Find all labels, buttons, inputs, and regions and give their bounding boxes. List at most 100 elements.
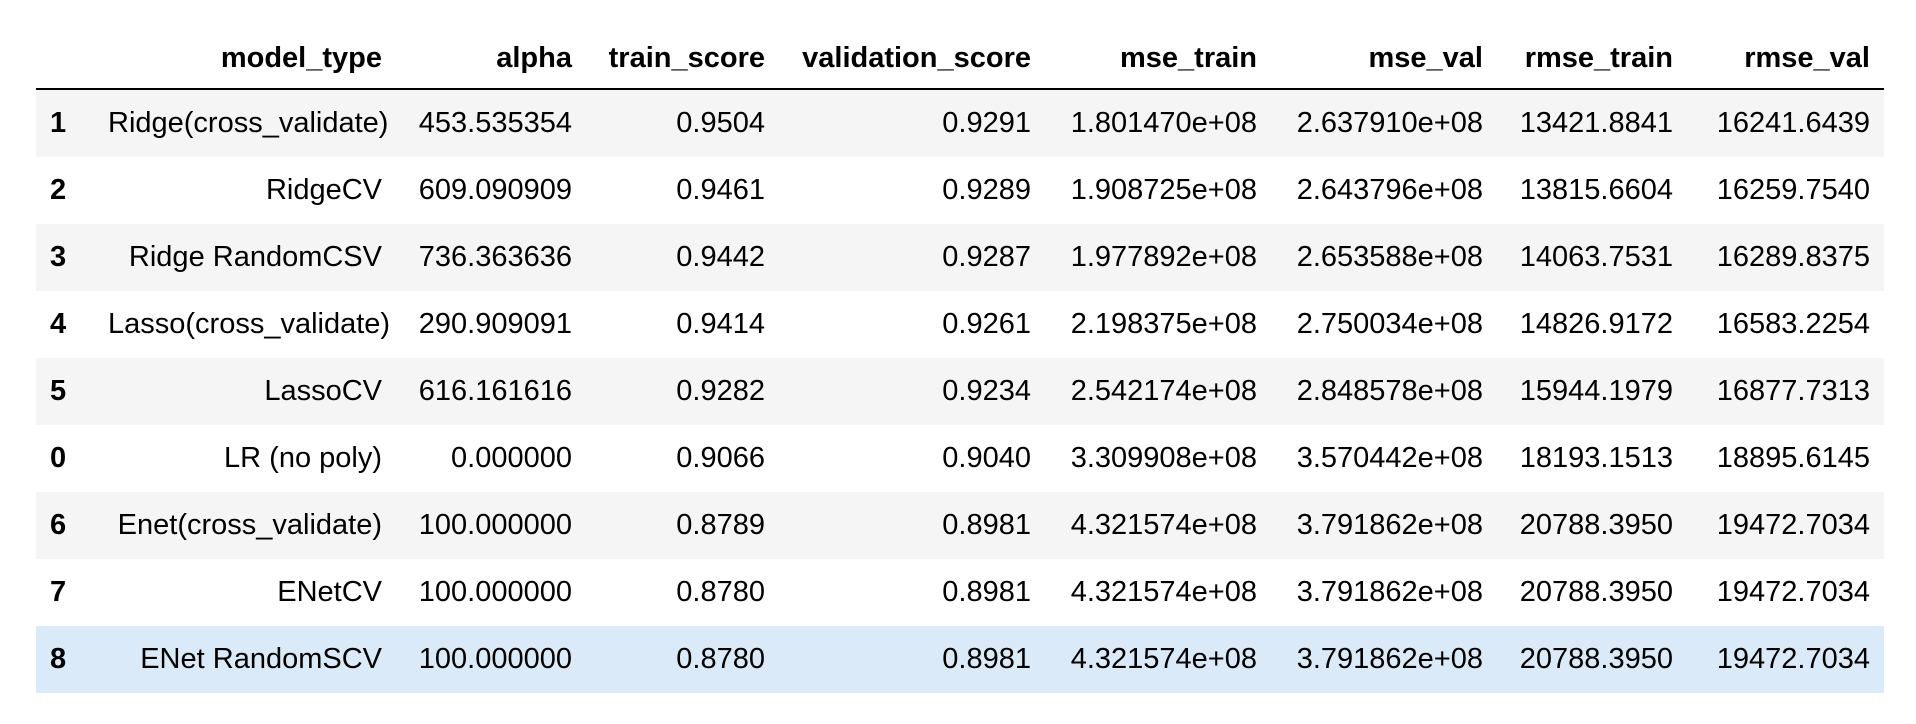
cell-model-type: ENet RandomSCV [140,643,382,675]
cell-train-score: 0.9504 [676,107,765,139]
header-rmse-val: rmse_val [1687,28,1884,90]
cell-alpha: 0.000000 [451,442,572,474]
row-index: 5 [50,375,67,407]
table-row: 5 LassoCV 616.161616 0.9282 0.9234 2.542… [36,358,1884,425]
cell-mse-train: 1.977892e+08 [1070,241,1257,273]
cell-mse-train: 4.321574e+08 [1070,509,1257,541]
cell-alpha: 100.000000 [418,576,572,608]
cell-rmse-val: 16289.8375 [1716,241,1870,273]
cell-model-type: RidgeCV [265,174,382,206]
cell-train-score: 0.9414 [676,308,765,340]
cell-model-type: Ridge(cross_validate) [108,107,389,139]
cell-mse-train: 1.801470e+08 [1070,107,1257,139]
cell-rmse-train: 14063.7531 [1519,241,1673,273]
cell-rmse-train: 13815.6604 [1519,174,1673,206]
cell-mse-train: 1.908725e+08 [1070,174,1257,206]
cell-rmse-train: 13421.8841 [1519,107,1673,139]
cell-mse-val: 2.643796e+08 [1296,174,1483,206]
cell-train-score: 0.9282 [676,375,765,407]
cell-model-type: Enet(cross_validate) [117,509,382,541]
header-mse-train: mse_train [1045,28,1271,90]
cell-mse-train: 2.542174e+08 [1070,375,1257,407]
row-index: 8 [50,643,67,675]
cell-model-type: LassoCV [264,375,382,407]
cell-validation-score: 0.9234 [942,375,1031,407]
cell-alpha: 736.363636 [418,241,572,273]
cell-mse-val: 2.848578e+08 [1296,375,1483,407]
row-index: 4 [50,308,67,340]
cell-model-type: Ridge RandomCSV [128,241,382,273]
table-row: 4 Lasso(cross_validate) 290.909091 0.941… [36,291,1884,358]
cell-validation-score: 0.8981 [942,643,1031,675]
header-train-score: train_score [586,28,779,90]
cell-train-score: 0.9066 [676,442,765,474]
cell-alpha: 100.000000 [418,509,572,541]
table-row: 6 Enet(cross_validate) 100.000000 0.8789… [36,492,1884,559]
cell-train-score: 0.8789 [676,509,765,541]
cell-rmse-train: 20788.3950 [1519,576,1673,608]
row-index: 6 [50,509,67,541]
table-row-hovered: 8 ENet RandomSCV 100.000000 0.8780 0.898… [36,626,1884,693]
cell-validation-score: 0.9261 [942,308,1031,340]
cell-rmse-val: 16259.7540 [1716,174,1870,206]
cell-rmse-val: 16583.2254 [1716,308,1870,340]
cell-mse-val: 3.791862e+08 [1296,643,1483,675]
cell-rmse-train: 20788.3950 [1519,509,1673,541]
cell-rmse-val: 18895.6145 [1716,442,1870,474]
results-table: model_type alpha train_score validation_… [36,28,1884,693]
cell-mse-val: 3.791862e+08 [1296,576,1483,608]
header-model-type: model_type [94,28,396,90]
header-alpha: alpha [396,28,586,90]
cell-rmse-val: 16877.7313 [1716,375,1870,407]
cell-alpha: 100.000000 [418,643,572,675]
cell-model-type: LR (no poly) [224,442,382,474]
row-index: 2 [50,174,67,206]
cell-rmse-train: 14826.9172 [1519,308,1673,340]
cell-mse-train: 4.321574e+08 [1070,576,1257,608]
cell-rmse-train: 18193.1513 [1519,442,1673,474]
cell-mse-val: 2.637910e+08 [1296,107,1483,139]
cell-rmse-train: 20788.3950 [1519,643,1673,675]
cell-mse-val: 3.570442e+08 [1296,442,1483,474]
table-header: model_type alpha train_score validation_… [36,28,1884,90]
cell-mse-train: 2.198375e+08 [1070,308,1257,340]
table-row: 2 RidgeCV 609.090909 0.9461 0.9289 1.908… [36,157,1884,224]
cell-rmse-train: 15944.1979 [1519,375,1673,407]
dataframe-output: model_type alpha train_score validation_… [36,28,1884,693]
cell-rmse-val: 19472.7034 [1716,643,1870,675]
cell-validation-score: 0.9287 [942,241,1031,273]
cell-rmse-val: 19472.7034 [1716,509,1870,541]
row-index: 0 [50,442,67,474]
header-rmse-train: rmse_train [1497,28,1687,90]
cell-validation-score: 0.9291 [942,107,1031,139]
table-body: 1 Ridge(cross_validate) 453.535354 0.950… [36,89,1884,693]
cell-model-type: Lasso(cross_validate) [108,308,391,340]
table-row: 1 Ridge(cross_validate) 453.535354 0.950… [36,89,1884,157]
cell-train-score: 0.8780 [676,643,765,675]
row-index: 1 [50,107,67,139]
cell-alpha: 290.909091 [418,308,572,340]
cell-validation-score: 0.8981 [942,576,1031,608]
cell-mse-val: 2.653588e+08 [1296,241,1483,273]
header-index [36,28,94,90]
header-mse-val: mse_val [1271,28,1497,90]
header-validation-score: validation_score [779,28,1045,90]
table-row: 3 Ridge RandomCSV 736.363636 0.9442 0.92… [36,224,1884,291]
cell-validation-score: 0.9040 [942,442,1031,474]
cell-validation-score: 0.8981 [942,509,1031,541]
cell-rmse-val: 19472.7034 [1716,576,1870,608]
cell-train-score: 0.8780 [676,576,765,608]
cell-mse-val: 3.791862e+08 [1296,509,1483,541]
cell-rmse-val: 16241.6439 [1716,107,1870,139]
table-row: 0 LR (no poly) 0.000000 0.9066 0.9040 3.… [36,425,1884,492]
cell-validation-score: 0.9289 [942,174,1031,206]
cell-train-score: 0.9442 [676,241,765,273]
cell-model-type: ENetCV [277,576,382,608]
cell-alpha: 453.535354 [418,107,572,139]
cell-mse-train: 3.309908e+08 [1070,442,1257,474]
cell-alpha: 616.161616 [418,375,572,407]
cell-mse-train: 4.321574e+08 [1070,643,1257,675]
header-row: model_type alpha train_score validation_… [36,28,1884,90]
row-index: 7 [50,576,67,608]
table-row: 7 ENetCV 100.000000 0.8780 0.8981 4.3215… [36,559,1884,626]
